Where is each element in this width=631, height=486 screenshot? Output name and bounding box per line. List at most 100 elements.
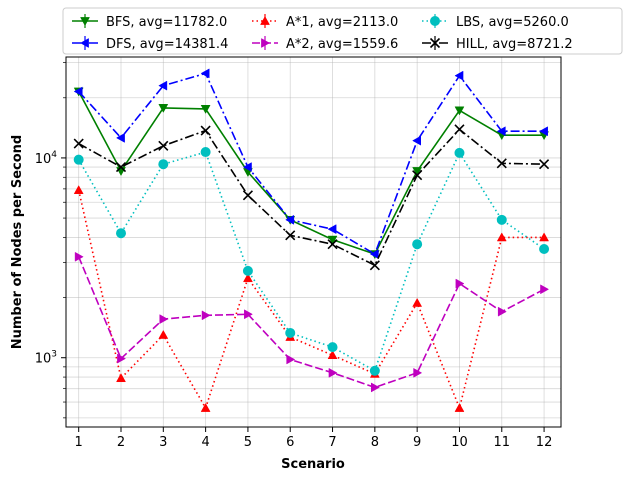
- series-a-2: [74, 251, 550, 393]
- data-point-stroke: [200, 125, 211, 136]
- data-point: [327, 342, 338, 353]
- data-point: [242, 190, 253, 201]
- data-point: [327, 239, 338, 250]
- data-point: [201, 310, 211, 321]
- x-axis-label: Scenario: [281, 457, 345, 472]
- data-point: [242, 265, 253, 276]
- data-point-stroke: [369, 260, 380, 271]
- y-tick-label: 104: [35, 150, 58, 167]
- data-point: [369, 365, 380, 376]
- data-point: [454, 106, 465, 116]
- data-point: [539, 244, 550, 255]
- data-point: [327, 350, 338, 360]
- legend-item: LBS, avg=5260.0: [422, 14, 569, 30]
- data-point: [496, 126, 506, 137]
- legend-item: BFS, avg=11782.0: [72, 14, 227, 30]
- data-point: [327, 224, 337, 235]
- data-point: [74, 251, 84, 262]
- legend-item: HILL, avg=8721.2: [422, 36, 573, 52]
- data-point: [285, 327, 296, 338]
- data-point: [539, 232, 550, 242]
- x-tick-label: 3: [159, 435, 167, 450]
- legend-label: LBS, avg=5260.0: [456, 15, 569, 30]
- data-point: [412, 167, 423, 177]
- data-point: [158, 140, 169, 151]
- data-point: [412, 239, 423, 250]
- x-tick-label: 1: [75, 435, 83, 450]
- data-point: [244, 309, 253, 320]
- data-point-stroke: [115, 162, 127, 173]
- data-point: [115, 162, 127, 173]
- data-point: [327, 235, 338, 245]
- data-point: [200, 125, 211, 136]
- data-point: [539, 126, 548, 137]
- legend-item: DFS, avg=14381.4: [72, 36, 228, 52]
- data-point-stroke: [73, 138, 84, 149]
- series-layer: [73, 68, 550, 412]
- data-point: [370, 382, 380, 393]
- legend: BFS, avg=11782.0 DFS, avg=14381.4 A*1, avg…: [62, 7, 623, 55]
- y-axis-label: Number of Nodes per Second: [10, 135, 25, 350]
- series-line: [77, 256, 545, 389]
- data-point: [539, 159, 550, 170]
- x-tick-label: 4: [201, 435, 209, 450]
- series-a-1: [73, 185, 550, 412]
- data-point: [158, 80, 168, 91]
- legend-label: DFS, avg=14381.4: [106, 37, 228, 52]
- data-point: [158, 104, 169, 113]
- data-point: [117, 353, 127, 364]
- data-point: [454, 124, 465, 135]
- data-point: [497, 306, 507, 317]
- data-point: [286, 354, 296, 365]
- series-line: [78, 128, 545, 267]
- legend-label: A*1, avg=2113.0: [286, 15, 398, 30]
- legend-label: BFS, avg=11782.0: [106, 15, 227, 30]
- data-point-stroke: [327, 239, 338, 250]
- series-dfs: [73, 68, 548, 260]
- data-point: [73, 154, 84, 165]
- x-tick-label: 6: [286, 435, 294, 450]
- data-point: [496, 232, 507, 242]
- data-point-stroke: [496, 158, 507, 169]
- data-point: [73, 138, 84, 149]
- series-line: [78, 151, 545, 372]
- x-tick-label: 7: [328, 435, 336, 450]
- series-hill: [73, 124, 550, 271]
- data-point: [159, 314, 169, 325]
- data-point: [496, 158, 507, 169]
- data-point: [412, 297, 423, 307]
- series-bfs: [73, 87, 550, 260]
- data-point: [496, 214, 507, 225]
- data-point: [73, 86, 83, 97]
- data-point: [158, 329, 169, 339]
- data-point: [413, 367, 423, 378]
- data-point: [454, 147, 465, 158]
- x-tick-label: 2: [117, 435, 125, 450]
- data-point-stroke: [285, 230, 296, 241]
- data-point: [116, 167, 126, 177]
- data-point: [200, 68, 210, 79]
- x-tick-label: 8: [371, 435, 379, 450]
- data-point: [200, 147, 211, 158]
- x-tick-label: 9: [413, 435, 421, 450]
- data-point: [412, 170, 423, 181]
- data-point: [158, 159, 169, 170]
- data-point: [454, 403, 465, 412]
- legend-item: A*1, avg=2113.0: [252, 14, 398, 30]
- x-tick-label: 11: [493, 435, 510, 450]
- series-line: [77, 91, 545, 256]
- x-tick-label: 10: [451, 435, 468, 450]
- y-tick-label: 103: [35, 350, 57, 367]
- data-point-stroke: [412, 170, 423, 181]
- series-line: [78, 72, 545, 256]
- data-point: [242, 273, 253, 283]
- data-point: [115, 132, 125, 143]
- data-point: [242, 162, 252, 172]
- legend-label: A*2, avg=1559.6: [286, 37, 398, 52]
- data-point: [285, 214, 295, 225]
- legend-item: A*2, avg=1559.6: [252, 36, 398, 52]
- legend-box: [62, 7, 623, 55]
